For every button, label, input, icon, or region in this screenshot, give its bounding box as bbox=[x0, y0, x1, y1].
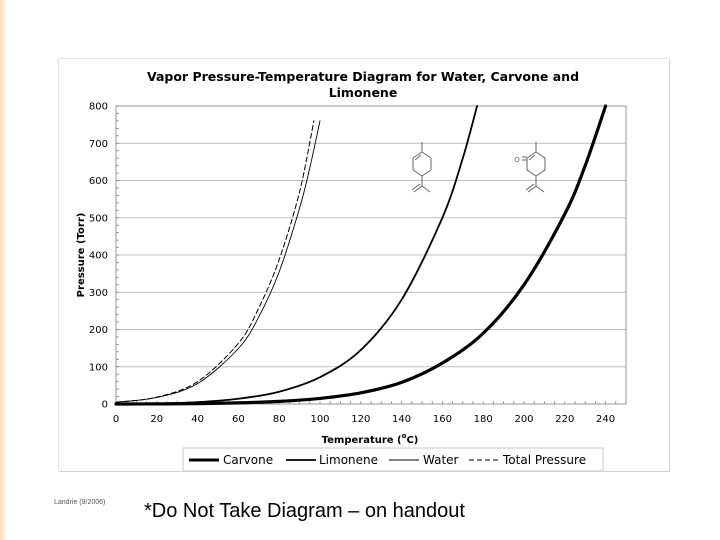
x-tick-label-60: 60 bbox=[232, 414, 245, 425]
x-tick-label-240: 240 bbox=[596, 414, 615, 425]
x-tick-label-140: 140 bbox=[392, 414, 411, 425]
legend-label-limonene: Limonene bbox=[319, 453, 378, 467]
legend-label-total-pressure: Total Pressure bbox=[502, 453, 586, 467]
y-tick-label-400: 400 bbox=[89, 251, 108, 262]
y-tick-label-500: 500 bbox=[89, 213, 108, 224]
y-tick-label-0: 0 bbox=[102, 400, 108, 411]
carvone-structure-icon bbox=[522, 142, 546, 193]
x-tick-labels: 0 20 40 60 80 100 120 140 160 180 200 220 240 bbox=[113, 414, 615, 425]
y-axis-label: Pressure (Torr) bbox=[76, 213, 87, 298]
x-axis-label: Temperature (oC) bbox=[322, 432, 419, 446]
chart-figure: Vapor Pressure-Temperature Diagram for W… bbox=[58, 58, 669, 471]
x-tick-label-160: 160 bbox=[433, 414, 452, 425]
slide-edge-decoration bbox=[0, 0, 8, 540]
y-tick-label-700: 700 bbox=[89, 139, 108, 150]
x-tick-label-20: 20 bbox=[150, 414, 163, 425]
series-line-carvone bbox=[114, 104, 608, 406]
series-lines bbox=[114, 104, 608, 406]
series-line-total-pressure bbox=[115, 120, 315, 403]
x-tick-label-200: 200 bbox=[514, 414, 533, 425]
y-tick-label-600: 600 bbox=[89, 176, 108, 187]
chart-title-line-2: Limonene bbox=[329, 85, 398, 100]
x-tick-label-100: 100 bbox=[310, 414, 329, 425]
y-tick-label-200: 200 bbox=[89, 325, 108, 336]
x-tick-label-180: 180 bbox=[474, 414, 493, 425]
chart-legend: Carvone Limonene Water Total Pressure bbox=[182, 447, 604, 471]
series-line-water bbox=[115, 120, 321, 403]
handout-note: *Do Not Take Diagram – on handout bbox=[144, 500, 465, 522]
y-tick-labels: 0 100 200 300 400 500 600 700 800 bbox=[89, 102, 108, 411]
x-tick-label-40: 40 bbox=[191, 414, 204, 425]
chart-title-line-1: Vapor Pressure-Temperature Diagram for W… bbox=[147, 69, 579, 84]
x-tick-label-0: 0 bbox=[113, 414, 119, 425]
legend-box bbox=[182, 447, 604, 471]
y-tick-label-300: 300 bbox=[89, 288, 108, 299]
carvone-oxygen-label: O bbox=[514, 156, 520, 164]
x-tick-label-80: 80 bbox=[273, 414, 286, 425]
credit-text: Landrie (9/2006) bbox=[54, 499, 106, 506]
x-axis-label-unit: C) bbox=[406, 435, 418, 446]
x-axis-label-main: Temperature ( bbox=[322, 435, 402, 446]
x-tick-label-220: 220 bbox=[555, 414, 574, 425]
y-tick-label-800: 800 bbox=[89, 102, 108, 113]
legend-label-carvone: Carvone bbox=[223, 453, 273, 467]
grid-lines bbox=[116, 105, 626, 368]
chart-svg: Vapor Pressure-Temperature Diagram for W… bbox=[76, 69, 627, 471]
x-tick-label-120: 120 bbox=[351, 414, 370, 425]
x-axis-label-degree: o bbox=[402, 432, 407, 440]
y-tick-label-100: 100 bbox=[89, 362, 108, 373]
limonene-structure-icon bbox=[411, 142, 432, 193]
legend-label-water: Water bbox=[423, 453, 459, 467]
